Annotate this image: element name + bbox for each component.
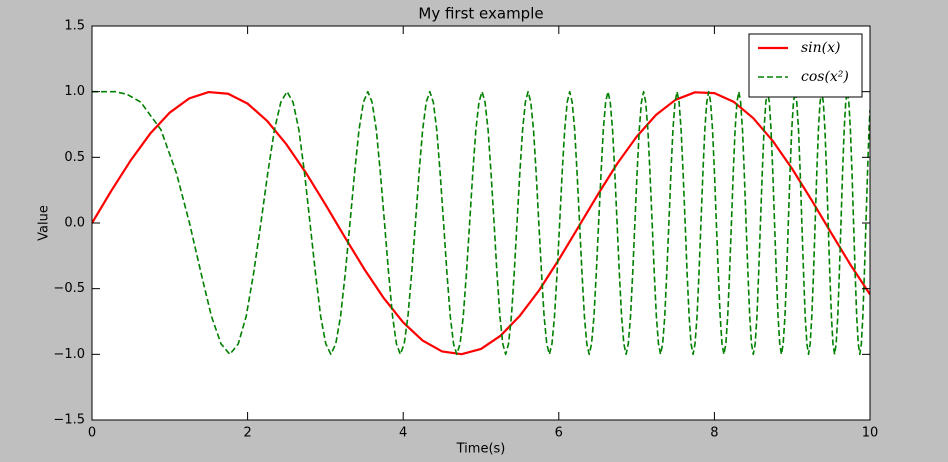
x-tick-label: 8 [710,426,718,441]
x-axis-label: Time(s) [456,442,506,457]
y-tick-label: 1.0 [64,84,85,99]
y-axis-label: Value [37,205,52,241]
y-tick-label: −0.5 [53,281,85,296]
x-tick-label: 2 [243,426,251,441]
y-tick-label: 0.5 [64,150,85,165]
x-tick-label: 4 [399,426,407,441]
plot-area [92,26,870,420]
line-series [92,90,870,356]
x-tick-label: 0 [88,426,96,441]
x-tick-label: 6 [555,426,563,441]
y-tick-label: −1.0 [53,347,85,362]
x-tick-label: 10 [862,426,879,441]
legend-box [748,33,863,98]
plot-frame [91,25,871,421]
legend-label: cos(x²) [801,69,849,85]
legend-label: sin(x) [801,40,841,56]
line-series [92,90,870,356]
y-tick-label: 0.0 [64,216,85,231]
y-tick-label: −1.5 [53,413,85,428]
y-tick-label: 1.5 [64,19,85,34]
chart-title: My first example [418,5,543,23]
plot-lines [92,90,870,356]
